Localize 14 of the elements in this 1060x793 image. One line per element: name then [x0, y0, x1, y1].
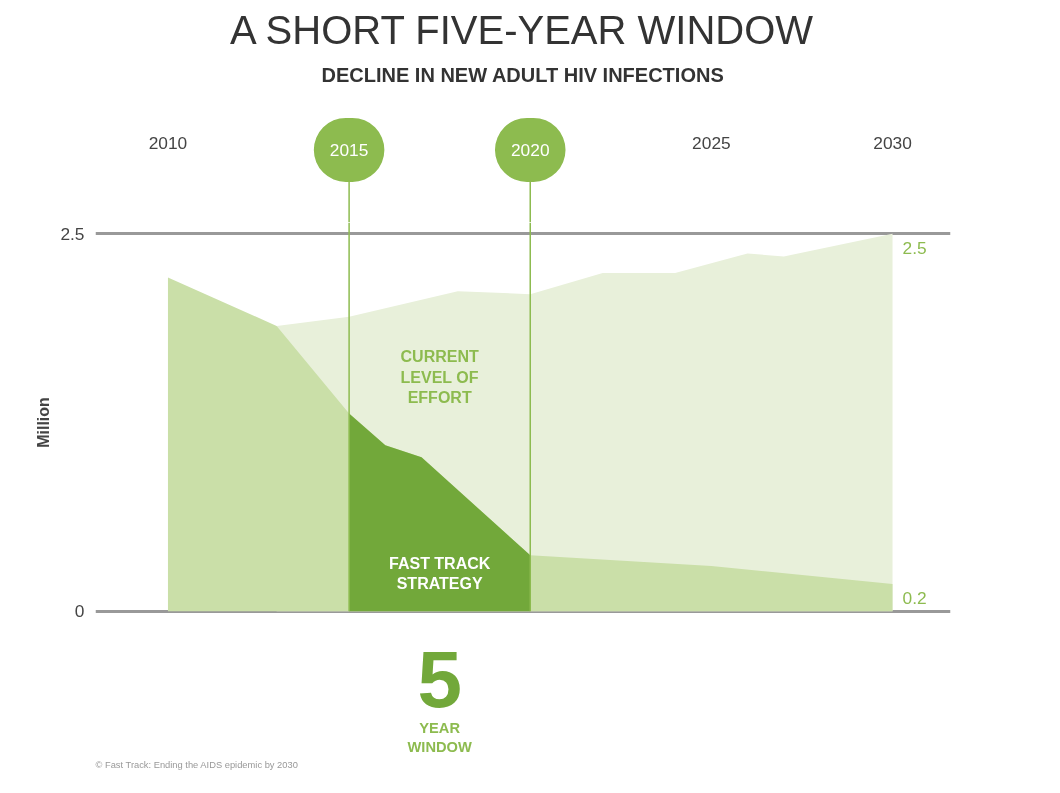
x-tick-label: 2030 [873, 132, 912, 153]
annotation: CURRENT LEVEL OF EFFORT [400, 348, 480, 407]
ref-line-label: 2020 [510, 139, 550, 160]
annotation: FAST TRACK STRATEGY [389, 554, 491, 593]
y-tick-label: 0 [74, 601, 85, 622]
annotation: 0.2 [902, 588, 927, 609]
x-tick-label: 2025 [692, 132, 731, 153]
chart-title: A SHORT FIVE-YEAR WINDOW [230, 7, 814, 52]
x-tick-label: 2010 [148, 132, 188, 153]
y-axis-title: Million [35, 397, 53, 448]
ref-line-label: 2015 [329, 139, 369, 160]
annotation: 2.5 [902, 237, 927, 258]
chart-subtitle: DECLINE IN NEW ADULT HIV INFECTIONS [321, 63, 724, 86]
text: © Fast Track: Ending the AIDS epidemic by 2030 [95, 759, 298, 770]
